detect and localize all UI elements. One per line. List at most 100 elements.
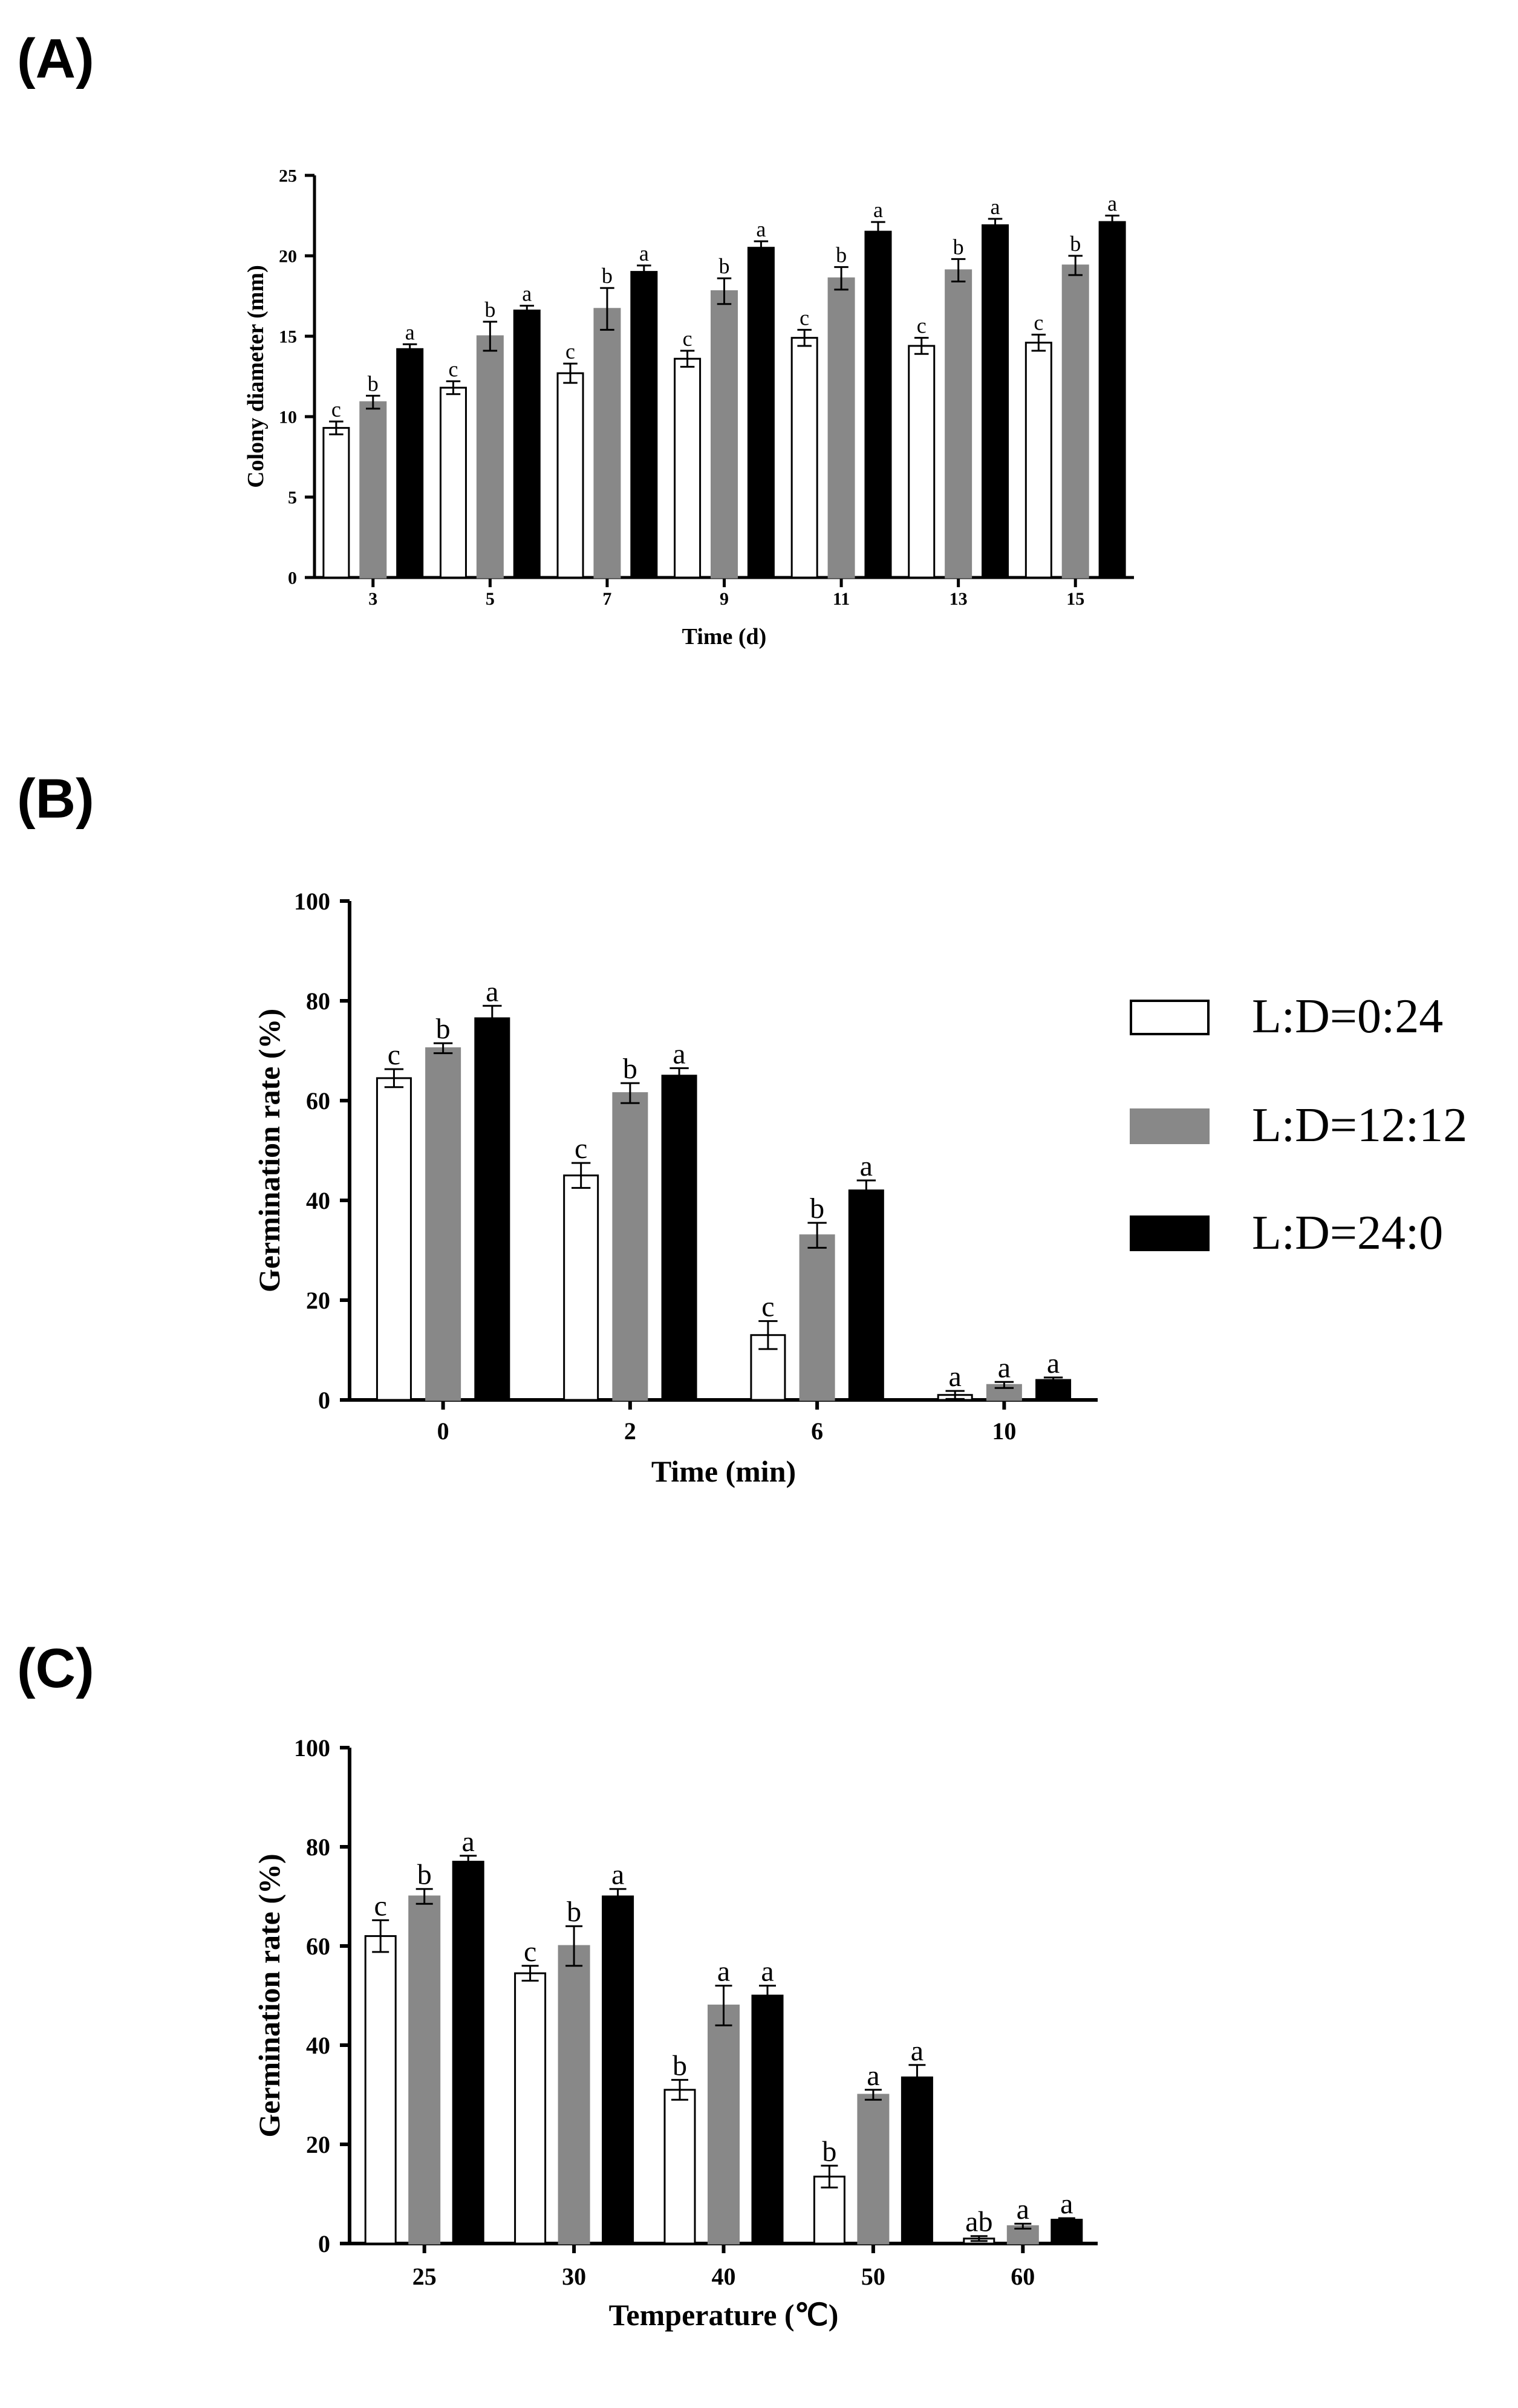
y-tick-label: 80 xyxy=(306,1834,330,1861)
significance-letter: b xyxy=(623,1053,637,1085)
significance-letter: b xyxy=(436,1013,451,1045)
bar xyxy=(563,1174,599,1401)
bar xyxy=(630,271,658,579)
x-axis-label: Temperature (℃) xyxy=(609,2298,839,2332)
x-tick-label: 2 xyxy=(624,1417,636,1445)
y-tick-label: 0 xyxy=(288,568,297,588)
bar xyxy=(396,348,424,579)
x-axis-label: Time (min) xyxy=(651,1454,796,1488)
significance-letter: a xyxy=(673,1038,685,1070)
y-tick-label: 40 xyxy=(306,1187,330,1214)
x-tick-label: 60 xyxy=(1011,2263,1035,2290)
significance-letter: b xyxy=(673,2049,687,2081)
significance-letter: b xyxy=(417,1859,432,1891)
significance-letter: b xyxy=(484,298,495,322)
legend-label-1: L:D=12:12 xyxy=(1252,1099,1467,1152)
legend-label-2: L:D=24:0 xyxy=(1252,1206,1443,1260)
bar xyxy=(476,335,504,579)
significance-letter: b xyxy=(810,1193,824,1225)
bar xyxy=(945,269,972,579)
bar xyxy=(674,357,702,579)
bar xyxy=(439,386,467,579)
significance-letter: a xyxy=(873,198,883,222)
significance-letter: a xyxy=(991,195,1000,219)
bar xyxy=(663,2089,696,2245)
significance-letter: c xyxy=(1034,310,1043,334)
x-tick-label: 7 xyxy=(602,589,611,609)
significance-letter: c xyxy=(388,1039,400,1071)
x-tick-label: 15 xyxy=(1066,589,1084,609)
significance-letter: a xyxy=(1017,2193,1029,2225)
bar xyxy=(364,1935,397,2245)
bar xyxy=(747,247,775,579)
significance-letter: a xyxy=(867,2060,879,2092)
significance-letter: a xyxy=(486,975,498,1007)
panel-a-chart: 0 5 10 15 20 25 3 c b a 5 c b a 7 c b a 9 c b a 11 c b a 13 c b a 15 c b… xyxy=(243,166,1134,649)
significance-letter: a xyxy=(405,320,415,344)
y-tick-label: 0 xyxy=(318,1387,330,1414)
x-axis-label: Time (d) xyxy=(682,624,767,649)
significance-letter: c xyxy=(331,397,341,421)
y-tick-label: 100 xyxy=(294,1734,330,1762)
bar xyxy=(799,1234,835,1401)
y-tick-label: 10 xyxy=(279,408,297,428)
panel-b-label: (B) xyxy=(17,768,94,830)
x-tick-label: 10 xyxy=(992,1417,1016,1445)
significance-letter: a xyxy=(462,1826,475,1858)
significance-letter: a xyxy=(949,1361,962,1393)
significance-letter: a xyxy=(761,1956,774,1988)
x-tick-label: 13 xyxy=(950,589,968,609)
y-tick-label: 80 xyxy=(306,988,330,1015)
x-tick-label: 30 xyxy=(562,2263,586,2290)
panel-c-label: (C) xyxy=(17,1638,94,1699)
bar xyxy=(602,1895,634,2245)
significance-letter: c xyxy=(683,327,692,351)
significance-letter: c xyxy=(917,314,927,338)
legend: L:D=0:24 L:D=12:12 L:D=24:0 xyxy=(1130,990,1467,1260)
y-axis-label: Germination rate (%) xyxy=(252,1009,286,1292)
significance-letter: a xyxy=(1107,192,1117,216)
panel-b-chart: 0 20 40 60 80 100 0 c b a 2 c b a 6 c b a 10 a a a Time (min) G… xyxy=(252,888,1098,1488)
y-tick-label: 20 xyxy=(306,2131,330,2158)
bar xyxy=(514,1972,547,2245)
bar xyxy=(1061,264,1089,579)
bar xyxy=(452,1861,484,2245)
y-tick-label: 25 xyxy=(279,166,297,186)
legend-label-0: L:D=0:24 xyxy=(1252,990,1443,1043)
x-tick-label: 25 xyxy=(412,2263,437,2290)
legend-swatch-2 xyxy=(1130,1215,1210,1251)
significance-letter: a xyxy=(756,217,766,241)
bar xyxy=(901,2076,933,2245)
y-tick-label: 20 xyxy=(279,247,297,267)
significance-letter: b xyxy=(953,235,964,259)
significance-letter: ab xyxy=(965,2206,992,2238)
significance-letter: b xyxy=(368,371,379,395)
significance-letter: a xyxy=(1047,1347,1060,1379)
significance-letter: a xyxy=(911,2035,924,2067)
significance-letter: b xyxy=(1070,232,1081,256)
x-tick-label: 50 xyxy=(861,2263,885,2290)
significance-letter: b xyxy=(719,254,730,278)
x-tick-label: 0 xyxy=(437,1417,449,1445)
x-tick-label: 3 xyxy=(368,589,377,609)
y-tick-label: 20 xyxy=(306,1287,330,1314)
bar xyxy=(425,1047,461,1401)
significance-letter: c xyxy=(575,1133,587,1165)
significance-letter: b xyxy=(602,264,613,288)
y-tick-label: 15 xyxy=(279,327,297,347)
bar xyxy=(359,401,387,579)
y-tick-label: 100 xyxy=(294,888,330,915)
panel-a-label: (A) xyxy=(17,28,94,89)
x-tick-label: 11 xyxy=(833,589,850,609)
significance-letter: a xyxy=(860,1150,873,1182)
bar xyxy=(513,309,541,579)
significance-letter: c xyxy=(800,305,809,330)
bar xyxy=(711,290,738,579)
significance-letter: a xyxy=(522,281,532,305)
bar xyxy=(827,277,855,579)
y-axis-label: Germination rate (%) xyxy=(252,1853,286,2137)
x-tick-label: 6 xyxy=(811,1417,823,1445)
bar xyxy=(790,337,818,579)
